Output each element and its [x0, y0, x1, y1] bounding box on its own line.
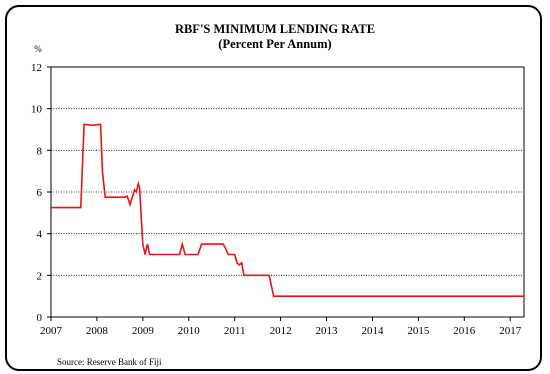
series-group [51, 123, 524, 298]
x-tick-label: 2009 [132, 325, 155, 337]
y-tick-label: 12 [31, 62, 42, 74]
y-tick-label: 0 [37, 312, 43, 324]
chart-frame [5, 5, 542, 371]
gridlines [51, 108, 524, 276]
series-line [51, 123, 524, 298]
x-tick-label: 2017 [499, 325, 522, 337]
source-note: Source: Reserve Bank of Fiji [57, 357, 162, 367]
x-tick-label: 2011 [224, 325, 246, 337]
y-tick-label: 10 [31, 104, 43, 116]
chart-subtitle: (Percent Per Annum) [218, 37, 332, 51]
y-tick-label: 6 [37, 187, 43, 199]
x-tick-label: 2013 [316, 325, 339, 337]
x-tick-label: 2012 [270, 325, 292, 337]
y-axis-ticks: 0 2 4 6 8 10 12 [31, 62, 51, 324]
x-tick-label: 2007 [40, 325, 63, 337]
chart-title: RBF'S MINIMUM LENDING RATE [174, 22, 376, 36]
x-tick-label: 2014 [361, 325, 384, 337]
x-tick-label: 2008 [86, 325, 109, 337]
y-tick-label: 4 [37, 229, 43, 241]
y-unit-label: % [34, 44, 42, 54]
y-tick-label: 2 [37, 270, 43, 282]
x-tick-label: 2010 [178, 325, 201, 337]
y-tick-label: 8 [37, 145, 43, 157]
x-tick-label: 2015 [407, 325, 430, 337]
x-tick-label: 2016 [453, 325, 476, 337]
x-axis-ticks: 2007 2008 2009 2010 2011 2012 2013 2014 2015 2016… [40, 317, 522, 337]
